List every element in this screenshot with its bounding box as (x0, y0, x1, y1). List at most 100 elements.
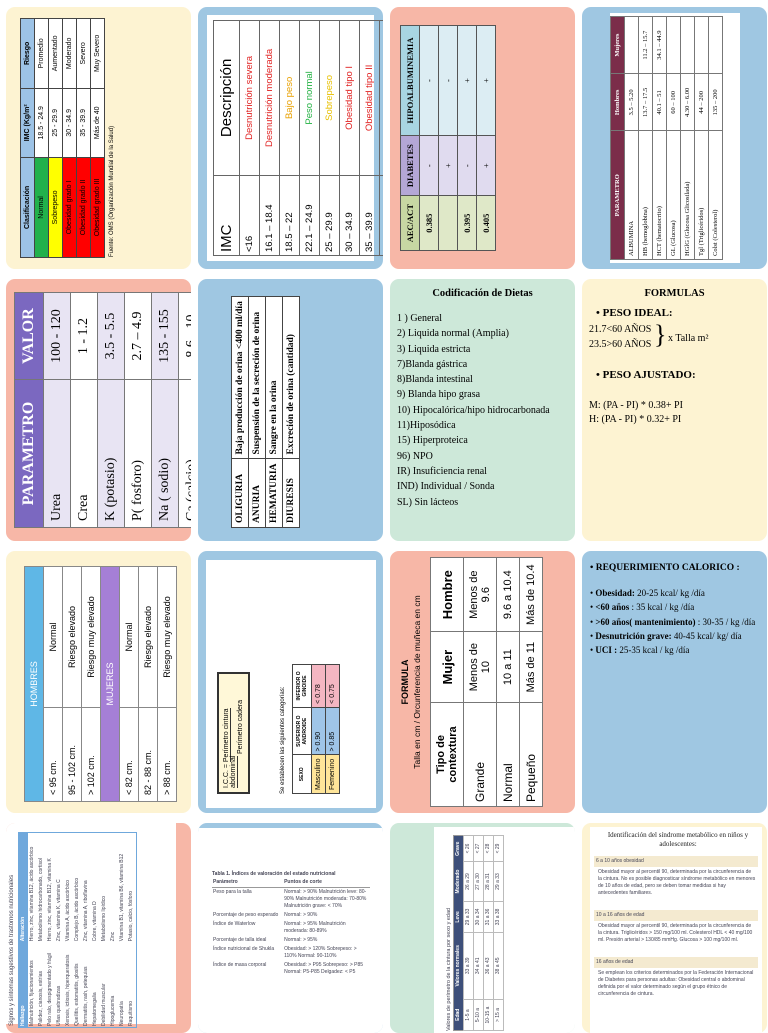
header-clasificacion: Clasificación (20, 157, 34, 258)
tabla1-card[interactable]: Tabla 1. Índices de valoración del estad… (198, 823, 383, 1033)
icc-formula-box: I.C.C. = Perímetro cintura abdominal Per… (216, 672, 250, 794)
alteracion-cell: Potasio, calcio, fósforo (127, 890, 134, 942)
hallazgo-cell: Debilidad muscular (100, 983, 107, 1026)
formulas-card[interactable]: FORMULAS • PESO IDEAL: 21.7<60 AÑOS 23.5… (582, 279, 767, 541)
imc-cell: 30 - 34.9 (62, 88, 76, 158)
perimetro-cell: > 15 a (493, 999, 503, 1031)
riesgo-cell: Aumentado (48, 18, 62, 89)
hallazgo-cell: Malnutrición, fijacionamientos (28, 960, 35, 1026)
dietas-card[interactable]: Codificación de Dietas 1 ) General 2) Liq… (390, 279, 575, 541)
list-item: 1 ) General (397, 313, 442, 324)
hombres-cell: 3.5 – 5.20 (624, 73, 638, 131)
table-row: HGlG (Glucosa Glicosilada) 4.30 – 6.00 (680, 16, 694, 260)
contextura-table: Tipo de contextura Mujer Hombre Grande Me… (429, 557, 543, 807)
table-row: P( fosforo) 2.7 – 4.9 (124, 292, 151, 528)
list-item: 15) Hiperproteica (397, 435, 468, 447)
header-valor: VALOR (14, 292, 43, 380)
hombre-cell: Menos de 9.6 (463, 557, 496, 632)
list-item: 7)Blanda gástrica (397, 358, 468, 370)
table-row: Normal 18.5 - 24.9 Promedio (34, 18, 48, 258)
parametro-cell: Urea (43, 379, 70, 528)
definition-cell: Baja producción de orina <400 ml/día (231, 296, 248, 459)
aec-value-cell: 0.385 (419, 195, 438, 251)
table-row: 0.385- - (419, 25, 438, 251)
nutrientes-card[interactable]: Signos y síntomas sugestivos de trastorn… (6, 823, 191, 1033)
aec-value-cell: 0.395 (457, 195, 476, 251)
table-row: HCT (hematocrito) 40.1 – 51 34.1 – 44.9 (652, 16, 666, 260)
header-parametro: Parámetro (212, 878, 284, 888)
parametro-valor-card[interactable]: PARAMETRO VALOR Urea 100 - 120 Crea 1 - 1.2… (6, 279, 191, 541)
metabolico-sections: 6 a 10 años obesidad Obesidad mayor al pe… (594, 853, 758, 1008)
hallazgo-cell: Queilitis, estomatitis, glositis (73, 963, 80, 1026)
imc-descripcion-table: IMC Descripción <16 Desnutrición severa 16… (213, 20, 383, 256)
table-row: ANURIA Suspensión de la secreción de orin… (248, 296, 265, 528)
cm-cell: > 102 cm. (81, 707, 100, 802)
table-row: Obesidad grado II 35 - 39.9 Severo (76, 18, 90, 258)
formulas-title: FORMULAS (644, 288, 705, 299)
icc-card[interactable]: I.C.C. = Perímetro cintura abdominal Per… (198, 551, 383, 813)
perimetro-table: Edad Valores normales Leve Moderado Grav… (452, 835, 504, 1031)
formula-hombre: H: (PA - PI) * 0.32+ PI (589, 414, 682, 425)
alteracion-cell: Vitamina A, ácido ascórbico (64, 879, 71, 942)
calorico-value: : 35 kcal / kg /día (629, 602, 695, 613)
cintura-card[interactable]: HOMBRES < 95 cm. Normal 95 - 102 cm. Riesgo… (6, 551, 191, 813)
table-row: + - (438, 25, 457, 251)
tipo-cell: Grande (463, 702, 496, 807)
alteracion-cell: Hierro, zinc, vitamina B12, vitamina K (46, 858, 53, 942)
table-row: Dermatitis, rash, petequias Zinc, vitamin… (82, 833, 91, 1028)
aec-act-card[interactable]: AEC/ACT DIABETES HIPOALBUMINEMIA 0.385- -… (390, 7, 575, 269)
table-row: 22.1 – 24.9 Peso normal (299, 20, 319, 256)
perimetro-cell: 1-5 a (463, 999, 473, 1031)
alteracion-cell: Zinc, vitamina A, riboflavina (82, 880, 89, 942)
parametro-cell: Na ( sodio) (151, 379, 178, 528)
descripcion-cell: Sobrepeso (319, 20, 339, 176)
parametro-cell: Índice de Waterlow (213, 921, 256, 927)
table-row: Índice de Waterlow Normal: > 95% Malnutri… (212, 920, 370, 936)
table-row: DIURESIS Excreción de orina (cantidad) (282, 296, 299, 528)
hombres-cell: 44 – 200 (694, 73, 708, 131)
table-row: < 95 cm. Normal (43, 566, 62, 802)
alteracion-cell: Cobre, vitamina D (91, 901, 98, 942)
calorico-key: Desnutrición grave: (595, 630, 672, 641)
calorico-key: Obesidad: (595, 588, 635, 598)
header-parametro: PARAMETRO (610, 131, 624, 260)
alteracion-cell: Complejo B, ácido ascórbico (73, 877, 80, 942)
contextura-card[interactable]: FORMULA Talla en cm / Orcunferencia de m… (390, 551, 575, 813)
valor-cell: 3.5 - 5.5 (97, 292, 124, 380)
table-row: Raquitismo Potasio, calcio, fósforo (127, 833, 137, 1028)
header-androide: SUPERIOR O ANDROIDE (292, 707, 311, 755)
calorico-value: 40-45 kcal/ kg/ día (671, 630, 742, 641)
imc-cell: 35 – 39.9 (359, 175, 379, 256)
imc-cell: 18.5 - 24.9 (34, 88, 48, 158)
hallazgo-cell: Hipoglucemia (109, 995, 116, 1026)
riesgo-cell: Severo (76, 18, 90, 89)
mujeres-cell (680, 16, 694, 74)
hallazgo-cell: Xerosis, ictiosis, hiperqueratosis (64, 954, 71, 1026)
header-parametro: PARAMETRO (14, 379, 43, 528)
table-row: 25 – 29.9 Sobrepeso (319, 20, 339, 256)
calorico-card[interactable]: • REQUERIMIENTO CALORICO : • Obesidad: 2… (582, 551, 767, 813)
orina-card[interactable]: OLIGURIA Baja producción de orina <400 ml… (198, 279, 383, 541)
calorico-title-text: REQUERIMIENTO CALORICO : (595, 563, 740, 573)
header-edad: Edad (454, 1008, 461, 1021)
table-row: Neuropatía Vitamina B1, vitamina B6, vita… (118, 833, 127, 1028)
riesgo-cell: Normal (119, 566, 138, 708)
perimetro-cell: 28 a 31 (483, 861, 493, 902)
androide-cell: > 0.85 (325, 707, 339, 755)
table-row: 82 - 88 cm. Riesgo elevado (138, 566, 157, 802)
source-note: Fuente: OMS (Organización Mundial de la … (108, 125, 115, 257)
metabolico-card[interactable]: Identificación del síndrome metabólico e… (582, 823, 767, 1033)
lab-values-card[interactable]: PARAMETRO Hombres Mujeres ALBUMINA 3.5 – … (582, 7, 767, 269)
perimetro-card[interactable]: Valores de perímetro de la cintura por s… (390, 823, 575, 1033)
tabla1-title: Tabla 1. Índices de valoración del estad… (212, 871, 336, 877)
valor-cell: 8.6 - 10 (178, 292, 191, 380)
imc-descripcion-card[interactable]: IMC Descripción <16 Desnutrición severa 16… (198, 7, 383, 269)
imc-oms-card[interactable]: Clasificación IMC (Kg/m² Riesgo Normal 18… (6, 7, 191, 269)
table-row: >40Obesidad tipo III (379, 20, 383, 256)
hipoalbuminemia-cell: - (419, 25, 438, 136)
mujeres-cell (624, 16, 638, 74)
peso-ideal-label: PESO IDEAL: (602, 307, 673, 319)
header-tipo: Tipo de contextura (430, 702, 463, 807)
table-row: Xerosis, ictiosis, hiperqueratosis Vitami… (64, 833, 73, 1028)
brace-icon: } (654, 320, 667, 349)
